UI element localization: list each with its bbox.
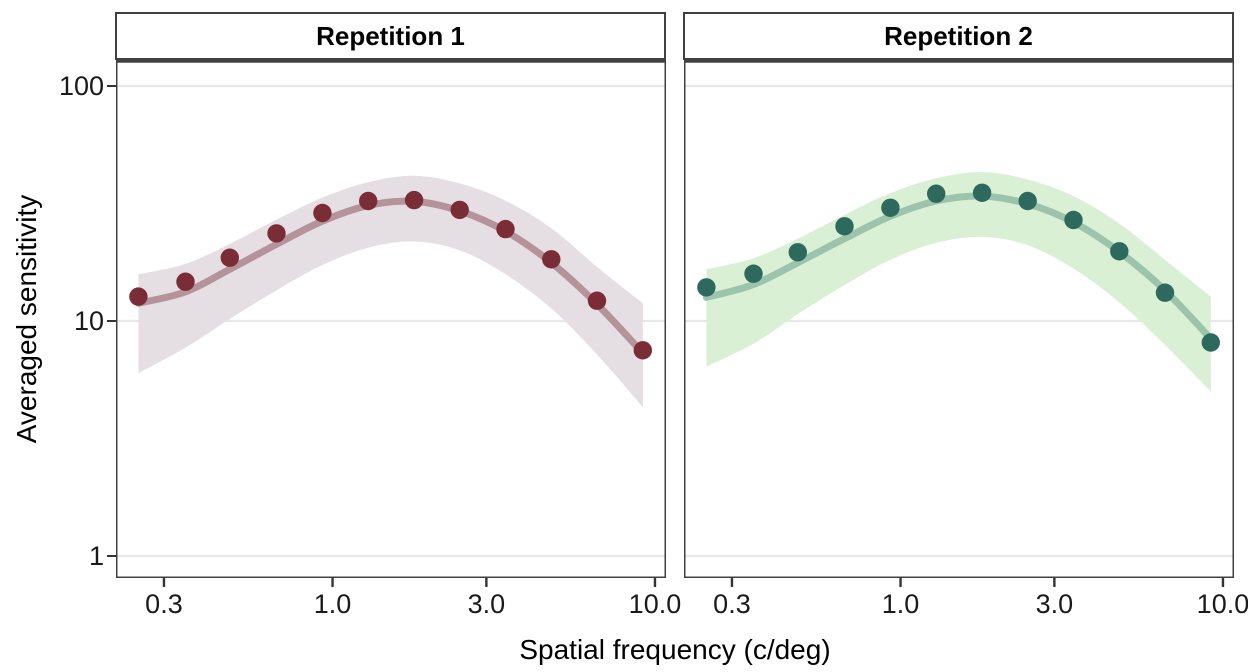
y-tick-label: 100	[58, 70, 104, 101]
data-point	[835, 217, 854, 236]
y-tick-mark	[107, 84, 116, 88]
x-tick-label: 1.0	[882, 589, 920, 619]
data-point	[1155, 283, 1175, 302]
data-point	[1064, 210, 1083, 230]
fit-line	[702, 192, 1215, 343]
y-tick-label: 10	[73, 305, 104, 336]
data-point	[359, 191, 378, 211]
data-point	[220, 248, 239, 267]
fit-line	[134, 197, 647, 357]
x-tick-label: 0.3	[145, 589, 183, 619]
x-tick-label: 3.0	[1036, 589, 1074, 619]
data-point	[972, 183, 992, 202]
facet-strip-label: Repetition 2	[884, 20, 1033, 51]
confidence-ribbon	[138, 175, 643, 408]
x-tick-label: 3.0	[468, 589, 506, 619]
facet-strip-repetition-2: Repetition 2	[683, 12, 1234, 60]
data-point	[404, 190, 424, 210]
confidence-ribbon	[706, 172, 1211, 392]
data-point	[587, 291, 607, 310]
panel-repetition-1: 0.3 1.0 3.0 10.0	[116, 59, 681, 619]
data-point	[176, 272, 195, 291]
panel-repetition-2: 0.3 1.0 3.0 10.0	[684, 59, 1248, 619]
facet-strip-repetition-1: Repetition 1	[115, 12, 666, 60]
y-tick-label: 1	[88, 540, 104, 571]
x-tick-label: 0.3	[713, 589, 751, 619]
data-point	[496, 219, 515, 239]
data-point	[313, 203, 332, 223]
x-tick-label: 10.0	[1197, 589, 1248, 619]
data-point	[1201, 333, 1220, 352]
data-point	[450, 200, 469, 220]
data-point	[542, 250, 561, 269]
data-point	[1110, 242, 1129, 261]
data-point	[788, 243, 807, 262]
data-point	[129, 287, 148, 306]
x-axis-title: Spatial frequency (c/deg)	[519, 634, 831, 665]
facet-strip-label: Repetition 1	[316, 20, 465, 51]
data-point	[881, 198, 900, 217]
y-tick-mark	[107, 319, 116, 323]
data-point	[697, 278, 716, 297]
y-tick-mark	[107, 554, 116, 558]
data-point	[267, 224, 286, 243]
data-point	[1018, 191, 1037, 211]
data-point	[927, 184, 946, 203]
x-tick-label: 1.0	[314, 589, 352, 619]
x-tick-label: 10.0	[629, 589, 682, 619]
data-point	[633, 341, 652, 360]
data-point	[744, 264, 763, 283]
